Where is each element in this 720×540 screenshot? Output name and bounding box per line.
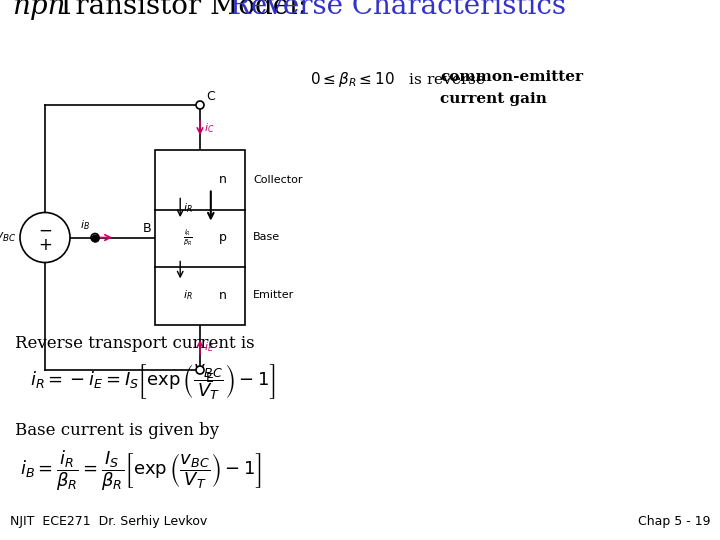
- Text: Emitter: Emitter: [253, 291, 294, 300]
- Text: $i_C$: $i_C$: [204, 121, 215, 135]
- Bar: [155, 150, 245, 325]
- Text: Collector: Collector: [253, 175, 302, 185]
- Text: B: B: [143, 221, 151, 234]
- Text: Base current is given by: Base current is given by: [15, 422, 219, 439]
- Text: $i_R$: $i_R$: [183, 288, 193, 302]
- Text: NJIT  ECE271  Dr. Serhiy Levkov: NJIT ECE271 Dr. Serhiy Levkov: [10, 515, 207, 528]
- Circle shape: [20, 213, 70, 262]
- Text: Reverse Characteristics: Reverse Characteristics: [230, 0, 566, 20]
- Text: npn: npn: [12, 0, 66, 20]
- Text: $i_R$: $i_R$: [183, 201, 193, 214]
- Text: C: C: [206, 90, 215, 103]
- Text: $\frac{i_R}{\beta_R}$: $\frac{i_R}{\beta_R}$: [183, 227, 193, 248]
- Text: $i_E$: $i_E$: [204, 340, 214, 354]
- Text: Transistor Model:: Transistor Model:: [48, 0, 316, 20]
- Text: n: n: [219, 173, 226, 186]
- Text: $i_B = \dfrac{i_R}{\beta_R} = \dfrac{I_S}{\beta_R}\left[\exp\left(\dfrac{v_{BC}}: $i_B = \dfrac{i_R}{\beta_R} = \dfrac{I_S…: [20, 448, 262, 492]
- Circle shape: [91, 233, 99, 241]
- Text: $i_B$: $i_B$: [80, 219, 90, 233]
- Text: E: E: [206, 372, 214, 385]
- Circle shape: [196, 101, 204, 109]
- Text: $i_R = -i_E = I_S\left[\exp\left(\dfrac{v_{BC}}{V_T}\right)-1\right]$: $i_R = -i_E = I_S\left[\exp\left(\dfrac{…: [30, 362, 276, 401]
- Text: n: n: [219, 289, 226, 302]
- Text: p: p: [219, 231, 226, 244]
- Text: $+$: $+$: [38, 237, 52, 254]
- Text: $-$: $-$: [38, 220, 52, 239]
- Text: $v_{BC}$: $v_{BC}$: [0, 231, 16, 244]
- Text: Reverse transport current is: Reverse transport current is: [15, 335, 255, 352]
- Text: current gain: current gain: [440, 92, 547, 106]
- Text: Base: Base: [253, 233, 280, 242]
- Text: $0 \leq \beta_R \leq 10$   is reverse: $0 \leq \beta_R \leq 10$ is reverse: [310, 70, 486, 89]
- Text: common-emitter: common-emitter: [440, 70, 583, 84]
- Circle shape: [196, 366, 204, 374]
- Text: Chap 5 - 19: Chap 5 - 19: [637, 515, 710, 528]
